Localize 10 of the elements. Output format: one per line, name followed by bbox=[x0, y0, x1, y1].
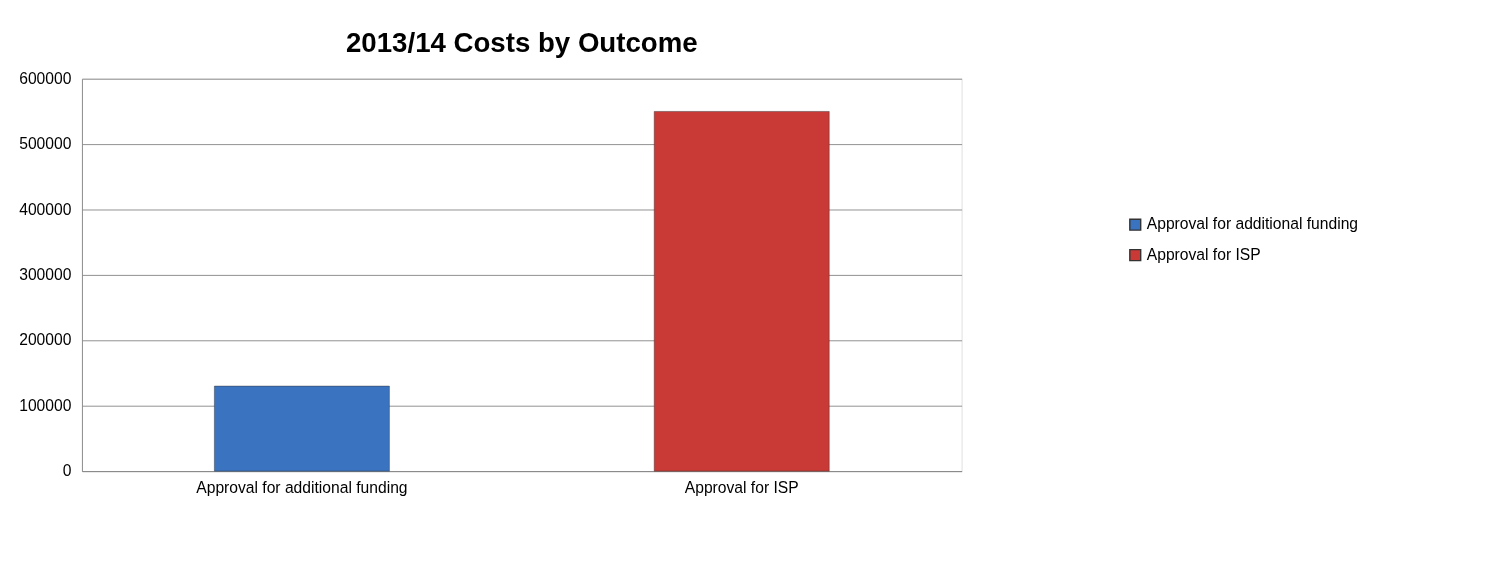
chart-title: 2013/14 Costs by Outcome bbox=[346, 27, 698, 59]
y-tick-label: 400000 bbox=[19, 200, 72, 218]
y-tick-label: 600000 bbox=[19, 69, 72, 87]
y-tick-label: 500000 bbox=[19, 135, 72, 153]
legend-label: Approval for ISP bbox=[1146, 245, 1261, 263]
y-tick-label: 0 bbox=[62, 462, 72, 480]
y-tick-label: 100000 bbox=[19, 396, 72, 414]
y-tick-label: 200000 bbox=[19, 331, 72, 349]
y-tick-label: 300000 bbox=[19, 266, 72, 283]
legend-label: Approval for additional funding bbox=[1146, 215, 1359, 233]
